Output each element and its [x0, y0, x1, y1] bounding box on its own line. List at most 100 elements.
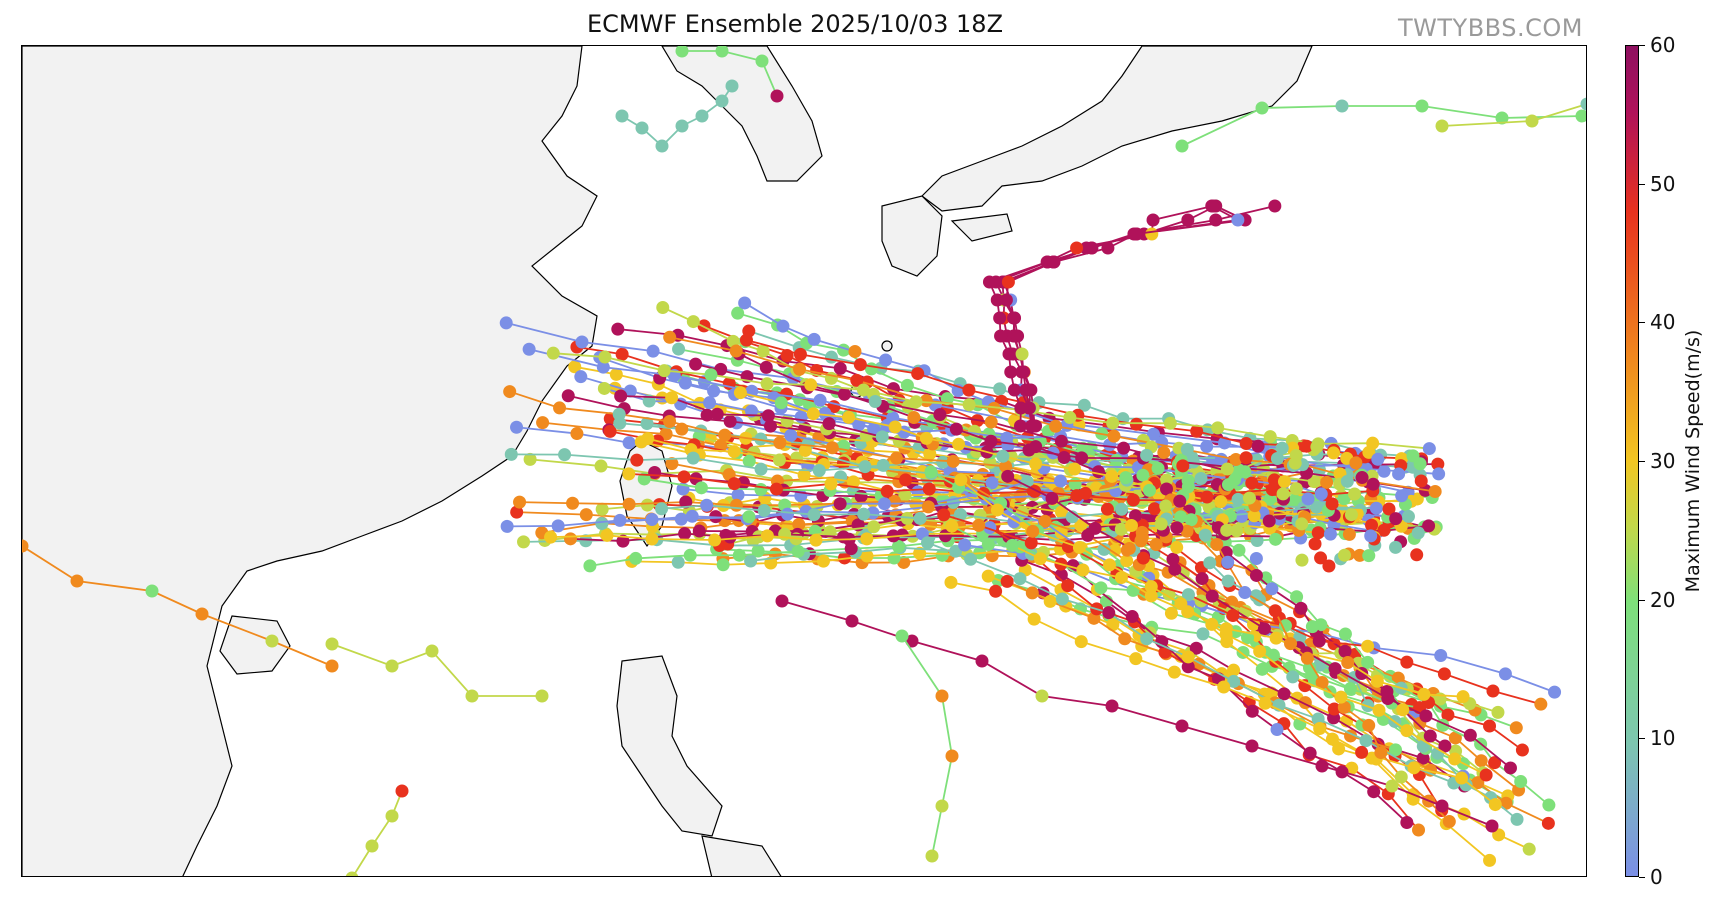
track-point: [729, 498, 743, 512]
track-point: [1267, 473, 1281, 487]
track-point: [1372, 703, 1386, 717]
track-point: [1200, 490, 1214, 504]
track-point: [778, 527, 792, 541]
track-point: [1300, 439, 1314, 453]
track-point: [1514, 774, 1528, 788]
track-point: [1391, 671, 1405, 685]
track-point: [622, 436, 636, 450]
track-point: [686, 315, 700, 329]
track-point: [665, 391, 679, 405]
track-point: [1247, 617, 1261, 631]
track-point: [645, 532, 659, 546]
track-point: [1432, 467, 1446, 481]
track-point: [907, 411, 921, 425]
track-point: [1327, 702, 1341, 716]
track-point: [1411, 526, 1425, 540]
land-korea: [661, 46, 823, 182]
track-point: [1045, 491, 1059, 505]
track-line: [628, 472, 1373, 502]
track-point: [1310, 440, 1324, 454]
track-point: [672, 342, 686, 356]
track-point: [833, 361, 847, 375]
track-point: [958, 538, 972, 552]
track-point: [1422, 519, 1436, 533]
track-point: [962, 383, 976, 397]
track-point: [837, 530, 851, 544]
track-point: [1102, 606, 1116, 620]
track-point: [1286, 670, 1300, 684]
track-point: [1288, 456, 1302, 470]
track-point: [603, 424, 617, 438]
track-line: [703, 325, 1301, 514]
track-point: [1076, 441, 1090, 455]
colorbar-tick: [1639, 461, 1645, 462]
track-point: [570, 427, 584, 441]
track-point: [1105, 469, 1119, 483]
track-point: [665, 457, 679, 471]
track-point: [1170, 540, 1184, 554]
track-point: [1175, 719, 1189, 733]
track-point: [1029, 457, 1043, 471]
track-point: [1054, 474, 1068, 488]
track-point: [1400, 724, 1414, 738]
track-point: [1388, 743, 1402, 757]
track-point: [868, 394, 882, 408]
track-point: [195, 607, 209, 621]
track-point: [1022, 443, 1036, 457]
track-point: [1068, 477, 1082, 491]
track-point: [1186, 455, 1200, 469]
track-point: [1303, 746, 1317, 760]
track-point: [1362, 445, 1376, 459]
track-point: [1035, 689, 1049, 703]
track-point: [1488, 756, 1502, 770]
track-point: [1542, 798, 1556, 812]
track-point: [1126, 493, 1140, 507]
track-point: [1435, 799, 1449, 813]
colorbar-tick-label: 60: [1650, 33, 1676, 57]
track-point: [1181, 213, 1195, 227]
track-point: [1126, 583, 1140, 597]
track-point: [675, 46, 689, 58]
track-point: [1136, 468, 1150, 482]
track-point: [1338, 644, 1352, 658]
track-point: [824, 350, 838, 364]
track-point: [1295, 553, 1309, 567]
track-point: [1181, 588, 1195, 602]
track-point: [510, 505, 524, 519]
track-point: [1100, 502, 1114, 516]
track-point: [1268, 532, 1282, 546]
track-point: [1245, 476, 1259, 490]
track-point: [1247, 509, 1261, 523]
track-point: [715, 94, 729, 108]
track-point: [675, 119, 689, 133]
track-point: [1235, 509, 1249, 523]
track-point: [634, 435, 648, 449]
track-point: [1262, 514, 1276, 528]
track-point: [1253, 644, 1267, 658]
track-point: [1400, 815, 1414, 829]
land-luzon: [616, 655, 723, 837]
track-point: [609, 367, 623, 381]
track-point: [769, 482, 783, 496]
track-point: [1221, 574, 1235, 588]
track-point: [674, 512, 688, 526]
track-line: [1441, 103, 1586, 127]
track-point: [1227, 674, 1241, 688]
track-point: [784, 428, 798, 442]
track-point: [727, 477, 741, 491]
track-point: [1038, 514, 1052, 528]
track-point: [1365, 518, 1379, 532]
track-point: [1295, 517, 1309, 531]
track-point: [925, 849, 939, 863]
track-point: [700, 498, 714, 512]
track-point: [1503, 761, 1517, 775]
track-point: [1205, 589, 1219, 603]
track-point: [921, 536, 935, 550]
track-point: [145, 584, 159, 598]
track-point: [640, 498, 654, 512]
track-point: [1348, 487, 1362, 501]
track-point: [1070, 241, 1084, 255]
track-point: [597, 381, 611, 395]
track-point: [900, 378, 914, 392]
track-point: [678, 527, 692, 541]
